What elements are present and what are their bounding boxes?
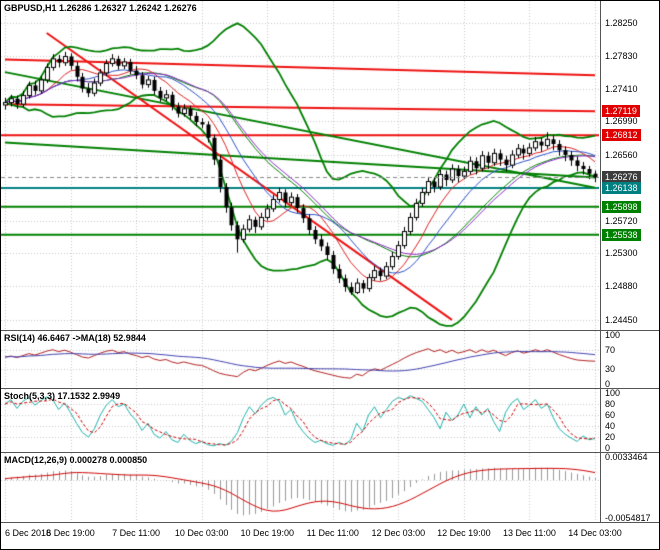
price-chart-canvas[interactable] — [1, 1, 599, 330]
price-badge: 1.26276 — [602, 171, 641, 184]
indicator-tick-label: 0.0033464 — [605, 452, 648, 462]
price-tick-label: 1.26990 — [605, 116, 638, 127]
indicator-tick-label: 70 — [605, 344, 616, 355]
stochastic-axis: 100 80 60 40 20 0 — [600, 388, 659, 453]
price-badge: 1.26812 — [602, 129, 641, 142]
indicator-tick-label: 20 — [605, 432, 616, 442]
price-tick-label: 1.28250 — [605, 17, 638, 28]
indicator-tick-label: 100 — [605, 388, 621, 398]
time-axis-label: 13 Dec 11:00 — [503, 528, 556, 538]
price-tick-label: 1.27410 — [605, 83, 638, 94]
indicator-tick-label: 60 — [605, 410, 616, 420]
price-badge: 1.27119 — [602, 105, 640, 118]
price-badge: 1.25538 — [602, 228, 641, 241]
time-axis-label: 7 Dec 11:00 — [112, 528, 161, 538]
price-badge: 1.25898 — [602, 200, 641, 213]
indicator-tick-label: -0.0054817 — [605, 513, 651, 523]
time-axis-label: 14 Dec 03:00 — [568, 528, 622, 538]
macd-canvas[interactable] — [1, 453, 599, 522]
chart-symbol-ohlc-label: GBPUSD,H1 1.26286 1.26327 1.26242 1.2627… — [4, 3, 197, 13]
indicator-tick-label: 100 — [605, 330, 621, 340]
indicator-tick-label: 80 — [605, 399, 616, 409]
time-axis-label: 10 Dec 03:00 — [174, 528, 229, 538]
indicator-tick-label: 40 — [605, 421, 616, 431]
indicator-tick-label: 0 — [605, 443, 611, 453]
indicator-tick-label: 30 — [605, 364, 616, 375]
rsi-title-label: RSI(14) 46.6467 ->MA(18) 52.9844 — [4, 333, 146, 343]
price-tick-label: 1.26560 — [605, 149, 638, 160]
price-tick-label: 1.24880 — [605, 281, 638, 292]
price-tick-label: 1.27830 — [605, 50, 638, 61]
main-chart-panel: GBPUSD,H1 1.26286 1.26327 1.26242 1.2627… — [1, 1, 659, 331]
macd-indicator-panel: MACD(12,26,9) 0.000278 0.000850 0.003346… — [1, 452, 659, 523]
time-axis-label: 6 Dec 19:00 — [46, 528, 95, 538]
time-axis-label: 12 Dec 03:00 — [371, 528, 426, 538]
price-tick-label: 1.25300 — [605, 248, 638, 259]
rsi-canvas[interactable] — [1, 331, 599, 388]
stochastic-canvas[interactable] — [1, 389, 599, 452]
time-axis-label: 6 Dec 2018 — [5, 528, 52, 538]
indicator-tick-label: 0 — [605, 379, 611, 389]
rsi-indicator-panel: RSI(14) 46.6467 ->MA(18) 52.9844 100 70 30… — [1, 330, 659, 389]
time-axis-label: 10 Dec 19:00 — [240, 528, 294, 538]
stochastic-indicator-panel: Stoch(5,3,3) 17.1532 2.9949 100 80 60 40 20 0 — [1, 388, 659, 453]
price-badge: 1.26138 — [602, 181, 641, 194]
price-axis: 1.28250 1.27830 1.27410 1.26990 1.26560 1.261… — [600, 1, 659, 330]
time-axis-label: 11 Dec 11:00 — [306, 528, 359, 538]
price-tick-label: 1.25720 — [605, 215, 638, 226]
time-axis-label: 12 Dec 19:00 — [437, 528, 491, 538]
macd-axis: 0.0033464 -0.0054817 — [600, 452, 659, 523]
time-axis: 6 Dec 2018 6 Dec 19:00 7 Dec 11:00 10 Dec 0… — [1, 523, 659, 549]
macd-title-label: MACD(12,26,9) 0.000278 0.000850 — [4, 455, 148, 465]
rsi-axis: 100 70 30 0 — [600, 330, 659, 389]
stochastic-title-label: Stoch(5,3,3) 17.1532 2.9949 — [4, 391, 121, 401]
price-tick-label: 1.24450 — [605, 314, 638, 325]
